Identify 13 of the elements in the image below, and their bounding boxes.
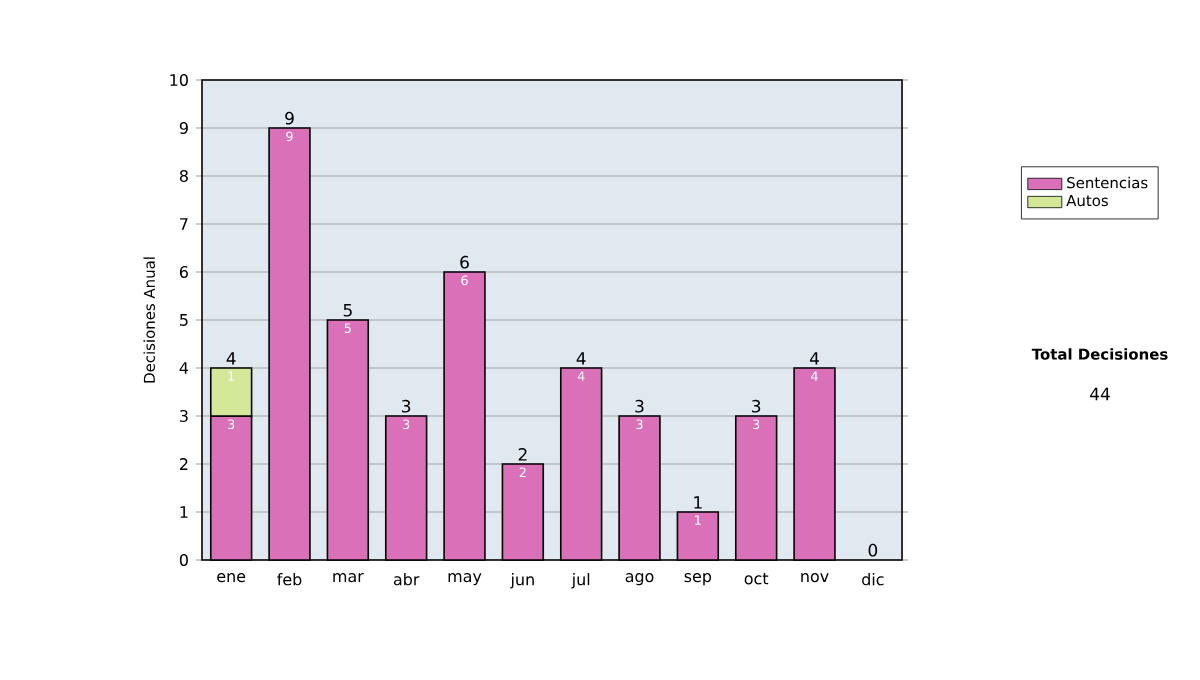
total-label: 3 bbox=[402, 399, 411, 413]
total-label: 3 bbox=[752, 399, 761, 413]
total-label: 4 bbox=[809, 352, 819, 365]
total-label: 0 bbox=[868, 543, 878, 557]
total-label: 4 bbox=[226, 352, 236, 365]
total-label: 5 bbox=[343, 304, 352, 317]
total-label: 6 bbox=[460, 255, 469, 269]
total-label: 2 bbox=[518, 448, 527, 461]
total-label: 4 bbox=[576, 352, 586, 365]
total-label: 9 bbox=[285, 111, 294, 125]
total-label: 3 bbox=[635, 399, 644, 413]
text: 44 bbox=[1090, 387, 1110, 401]
total-label: 1 bbox=[694, 496, 702, 509]
